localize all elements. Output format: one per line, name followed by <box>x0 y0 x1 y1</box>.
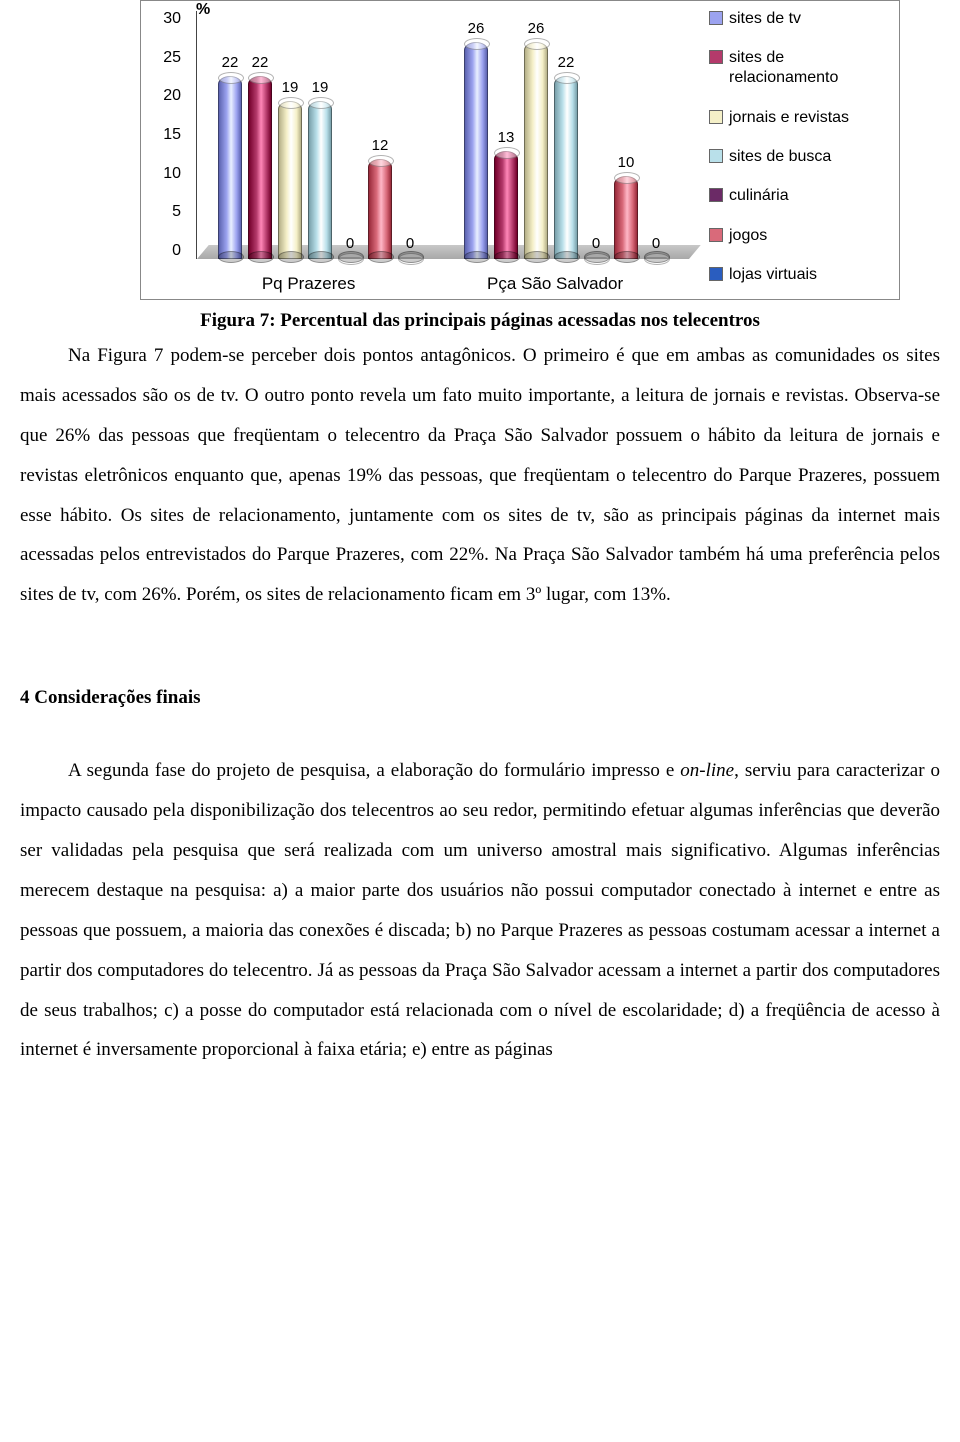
body-paragraph-2: A segunda fase do projeto de pesquisa, a… <box>0 751 960 1070</box>
section-heading-4: 4 Considerações finais <box>0 687 960 709</box>
legend-item: lojas virtuais <box>709 265 891 285</box>
bar-cylinder <box>368 159 392 259</box>
bar-value-label: 13 <box>498 129 515 146</box>
bar-cylinder <box>584 257 608 259</box>
y-tick: 0 <box>141 243 181 259</box>
legend: sites de tv sites de relacionamento jornai… <box>699 1 899 299</box>
y-tick: 5 <box>141 204 181 220</box>
legend-item: culinária <box>709 186 891 206</box>
legend-item: sites de tv <box>709 9 891 29</box>
x-tick-label: Pq Prazeres <box>262 274 356 294</box>
bar-value-label: 0 <box>652 235 660 252</box>
bars-region: 222219190120261326220100 <box>196 11 689 259</box>
bar-value-label: 22 <box>222 54 239 71</box>
bar-value-label: 0 <box>406 235 414 252</box>
bar-cylinder <box>524 42 548 259</box>
bar-cylinder <box>278 101 302 259</box>
bar: 0 <box>396 257 424 259</box>
legend-swatch <box>709 110 723 124</box>
bar: 26 <box>462 42 490 259</box>
y-axis: 0 5 10 15 20 25 30 <box>141 11 186 259</box>
bar: 10 <box>612 176 640 259</box>
bar: 0 <box>582 257 610 259</box>
bar: 13 <box>492 151 520 259</box>
bar-cylinder <box>644 257 668 259</box>
legend-label: sites de busca <box>729 147 831 167</box>
legend-swatch <box>709 11 723 25</box>
bar-cylinder <box>308 101 332 259</box>
paragraph-1-text: Na Figura 7 podem-se perceber dois ponto… <box>20 336 940 615</box>
legend-label: culinária <box>729 186 789 206</box>
y-tick: 10 <box>141 166 181 182</box>
bar: 12 <box>366 159 394 259</box>
bar: 26 <box>522 42 550 259</box>
bar-value-label: 26 <box>468 20 485 37</box>
bar-value-label: 0 <box>346 235 354 252</box>
bar-value-label: 22 <box>558 54 575 71</box>
legend-label: sites de tv <box>729 9 801 29</box>
y-tick: 20 <box>141 88 181 104</box>
legend-item: sites de busca <box>709 147 891 167</box>
bar: 22 <box>552 76 580 259</box>
legend-label: lojas virtuais <box>729 265 817 285</box>
bar-cylinder <box>554 76 578 259</box>
bar-value-label: 12 <box>372 137 389 154</box>
legend-swatch <box>709 188 723 202</box>
bar-cylinder <box>338 257 362 259</box>
y-tick: 25 <box>141 50 181 66</box>
legend-label: sites de relacionamento <box>729 48 891 88</box>
x-tick-label: Pça São Salvador <box>487 274 623 294</box>
bar-cylinder <box>398 257 422 259</box>
bar-group: 261326220100 <box>462 42 670 259</box>
bar-group: 222219190120 <box>216 76 424 259</box>
bar: 0 <box>642 257 670 259</box>
bar-cylinder <box>494 151 518 259</box>
bar-value-label: 19 <box>312 79 329 96</box>
plot-area: % 051015202530 222219190120261326220100 … <box>141 1 699 299</box>
bar-cylinder <box>218 76 242 259</box>
chart-figure-7: % 051015202530 222219190120261326220100 … <box>140 0 900 300</box>
bar: 22 <box>216 76 244 259</box>
legend-swatch <box>709 267 723 281</box>
bar-value-label: 10 <box>618 154 635 171</box>
legend-label: jornais e revistas <box>729 108 849 128</box>
legend-swatch <box>709 228 723 242</box>
bar: 19 <box>306 101 334 259</box>
bar-value-label: 0 <box>592 235 600 252</box>
bar: 19 <box>276 101 304 259</box>
y-tick: 15 <box>141 127 181 143</box>
figure-caption: Figura 7: Percentual das principais pági… <box>0 310 960 332</box>
bar: 22 <box>246 76 274 259</box>
body-paragraph-1: Na Figura 7 podem-se perceber dois ponto… <box>0 336 960 615</box>
bar-value-label: 26 <box>528 20 545 37</box>
x-axis: Pq Prazeres Pça São Salvador <box>196 274 689 294</box>
y-tick: 30 <box>141 11 181 27</box>
legend-item: jornais e revistas <box>709 108 891 128</box>
bar: 0 <box>336 257 364 259</box>
legend-label: jogos <box>729 226 767 246</box>
bar-cylinder <box>248 76 272 259</box>
legend-swatch <box>709 149 723 163</box>
bar-value-label: 19 <box>282 79 299 96</box>
legend-item: jogos <box>709 226 891 246</box>
legend-swatch <box>709 50 723 64</box>
bar-value-label: 22 <box>252 54 269 71</box>
bar-cylinder <box>464 42 488 259</box>
bar-cylinder <box>614 176 638 259</box>
paragraph-2-text: A segunda fase do projeto de pesquisa, a… <box>20 751 940 1070</box>
legend-item: sites de relacionamento <box>709 48 891 88</box>
